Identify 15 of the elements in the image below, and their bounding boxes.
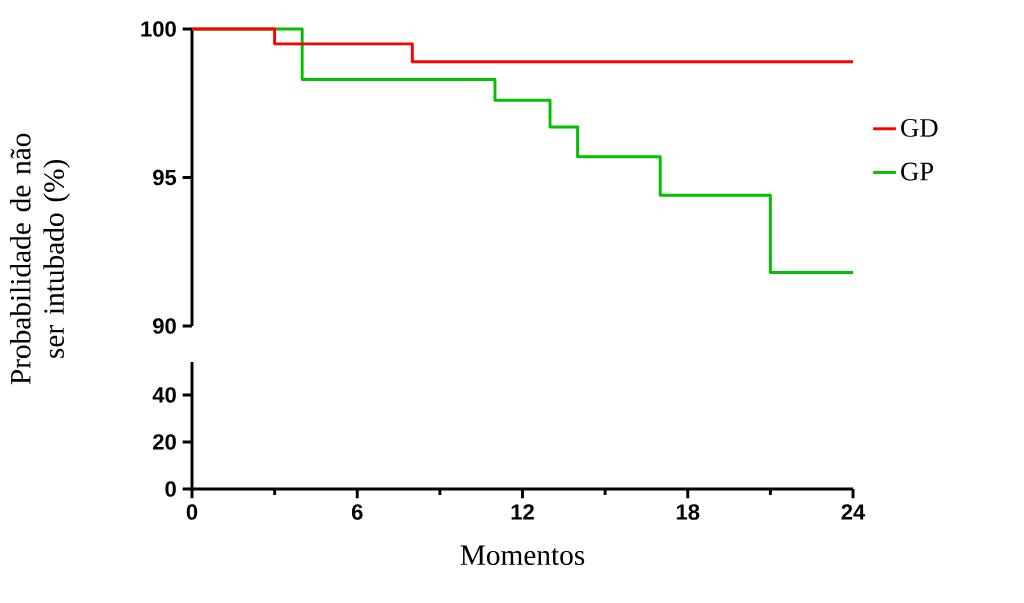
legend-label: GD (901, 118, 938, 137)
x-tick-label: 0 (186, 504, 198, 520)
x-tick-label: 6 (351, 504, 363, 520)
x-axis-title: Momentos (460, 545, 585, 566)
x-tick-label: 18 (676, 504, 700, 520)
y-tick-label: 0 (165, 481, 176, 497)
y-tick-label: 40 (152, 387, 176, 403)
y-tick-label: 95 (153, 169, 177, 186)
legend-label: GP (901, 162, 934, 181)
x-tick-label: 12 (511, 504, 534, 520)
y-tick-label: 90 (153, 318, 176, 334)
y-tick-label: 100 (141, 21, 176, 37)
y-axis-title: Probabilidade de não ser intubado (%) (10, 133, 70, 385)
x-tick-label: 24 (841, 504, 866, 520)
y-tick-label: 20 (153, 434, 176, 450)
